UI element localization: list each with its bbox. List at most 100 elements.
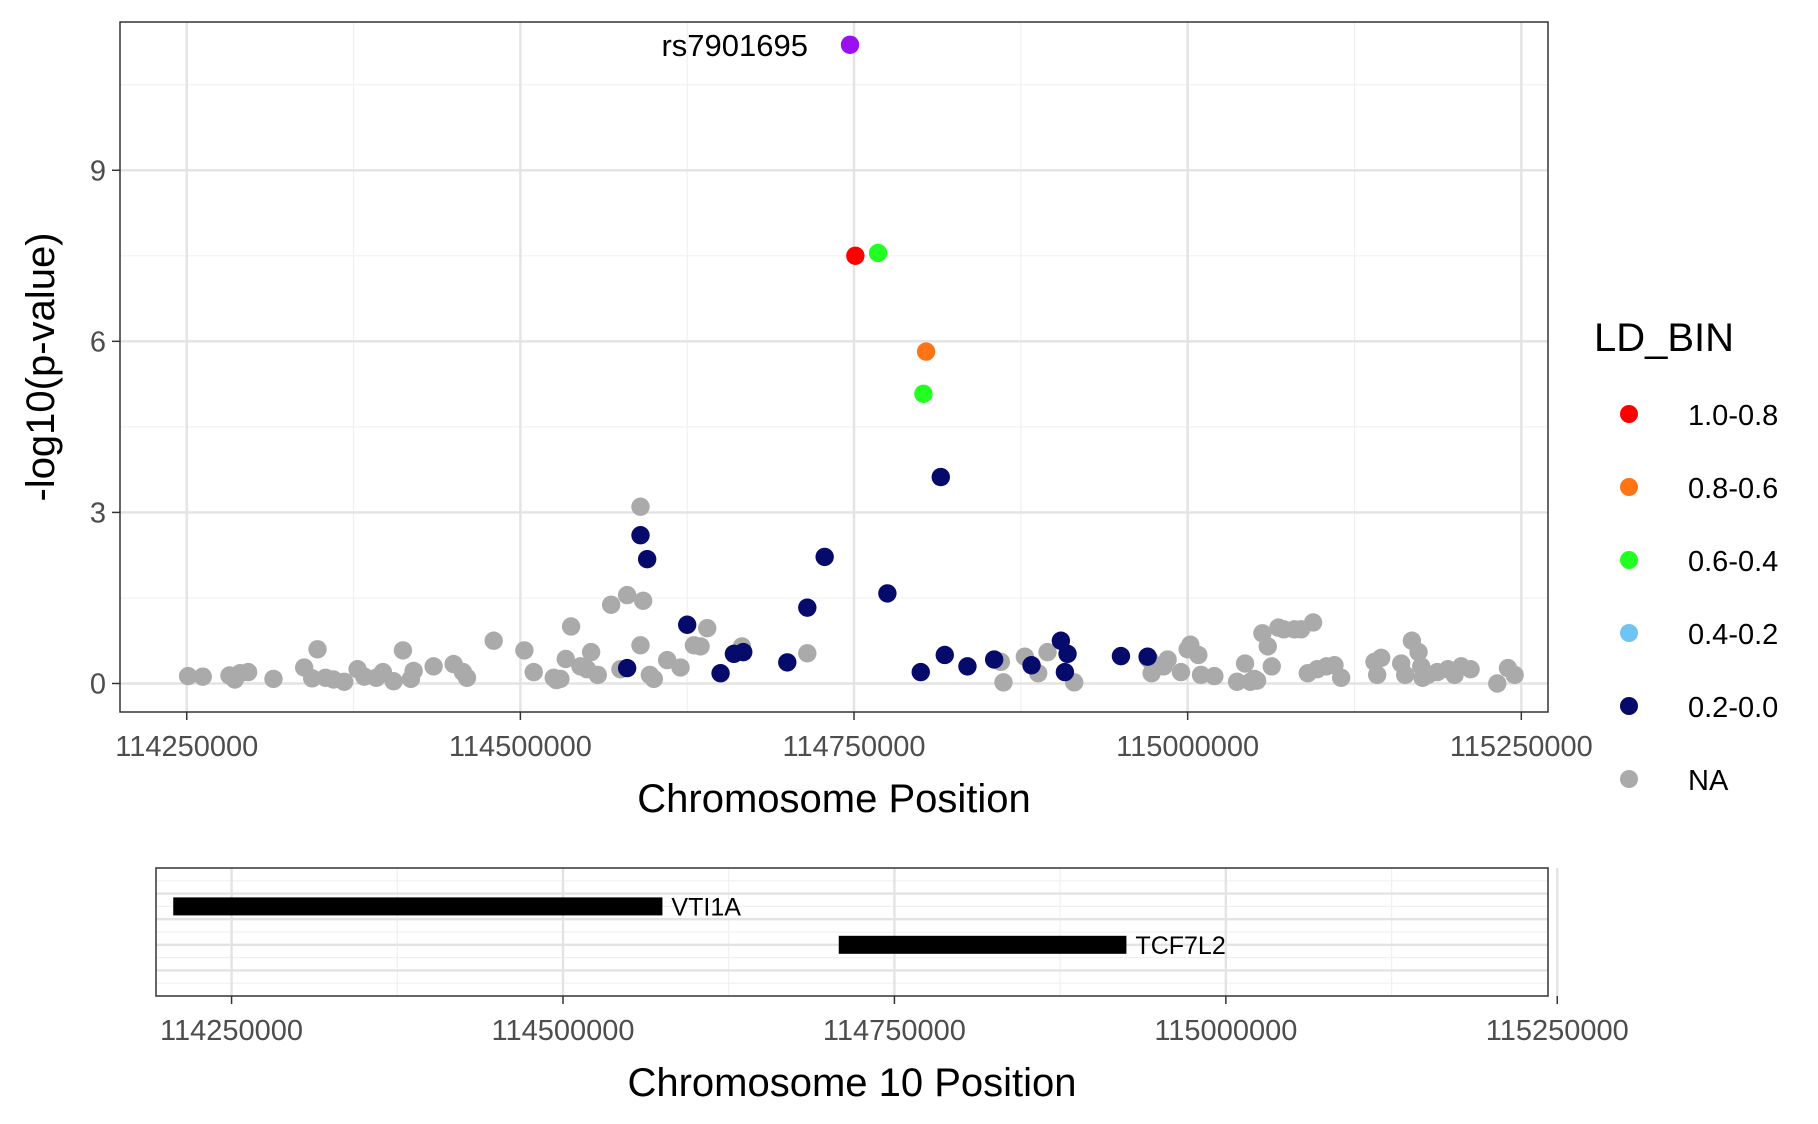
snp-point: [561, 617, 581, 636]
snp-point: [308, 640, 327, 659]
snp-point: [457, 668, 477, 687]
snp-point: [798, 644, 817, 663]
snp-point: [515, 641, 534, 660]
snp-point: [984, 650, 1004, 669]
snp-point: [958, 657, 977, 676]
legend-key: [1620, 478, 1638, 496]
gene-label: TCF7L2: [1135, 932, 1225, 960]
snp-point: [1396, 665, 1415, 685]
snp-point: [677, 615, 697, 634]
snp-point: [556, 649, 575, 669]
legend-label: 0.6-0.4: [1688, 546, 1778, 578]
snp-point: [1205, 666, 1224, 686]
snp-point: [178, 666, 198, 686]
y-tick-label: 6: [90, 326, 106, 358]
snp-point: [193, 667, 212, 686]
snp-point: [1227, 672, 1247, 691]
snp-point: [914, 384, 933, 404]
gene-x-tick-label: 114750000: [823, 1015, 966, 1047]
association-plot: 0 3 6 9 114250000 114500000 114750000 11500000…: [19, 21, 1778, 821]
snp-point: [671, 658, 690, 677]
legend-key: [1620, 770, 1638, 788]
snp-point: [1371, 648, 1391, 668]
snp-point: [1158, 650, 1177, 669]
snp-point: [935, 645, 954, 665]
gene-bars: VTI1A TCF7L2: [173, 893, 1226, 960]
association-panel-border: [119, 21, 1549, 713]
x-tick-label: 114250000: [115, 731, 258, 763]
x-axis-title: Chromosome Position: [637, 777, 1031, 821]
gene-panel-border: [155, 867, 1549, 997]
snp-point: [393, 641, 413, 660]
y-axis: 0 3 6 9: [90, 155, 120, 700]
snp-point: [691, 637, 710, 656]
snp-point: [916, 342, 936, 361]
legend-key: [1620, 697, 1638, 715]
snp-point: [617, 585, 637, 605]
snp-point: [911, 662, 930, 682]
x-tick-label: 115250000: [1450, 731, 1593, 763]
snp-point: [1189, 645, 1208, 665]
gene-x-axis: 114250000 114500000 114750000 115000000 1152…: [160, 996, 1629, 1047]
legend-key: [1620, 624, 1638, 642]
snp-point: [631, 636, 650, 655]
gene-bar: [838, 935, 1127, 954]
gene-x-tick-label: 115250000: [1486, 1015, 1629, 1047]
y-axis-title: -log10(p-value): [19, 232, 63, 501]
snp-point: [1409, 642, 1428, 662]
snp-point: [424, 657, 443, 676]
snp-point: [524, 662, 543, 682]
snp-point: [840, 35, 860, 55]
snp-point: [931, 467, 950, 487]
snp-point: [1258, 637, 1277, 656]
x-tick-label: 115000000: [1116, 731, 1259, 763]
gene-bar: [173, 897, 663, 916]
y-tick-label: 9: [90, 155, 106, 187]
snp-point: [868, 243, 888, 263]
snp-point: [238, 662, 258, 682]
snp-point: [1111, 646, 1131, 666]
legend-key: [1620, 551, 1638, 569]
legend-key: [1620, 405, 1638, 423]
snp-point: [384, 672, 403, 691]
snp-point: [302, 669, 322, 688]
legend-label: 0.8-0.6: [1688, 473, 1778, 505]
snp-point: [1247, 671, 1267, 690]
snp-point: [1461, 660, 1480, 679]
snp-point: [1262, 657, 1281, 676]
snp-point: [264, 669, 283, 689]
snp-point: [588, 665, 607, 685]
snp-point: [798, 598, 817, 617]
snp-point: [631, 497, 650, 516]
snp-point: [484, 631, 503, 650]
snp-point: [633, 591, 653, 611]
legend-label: 1.0-0.8: [1688, 400, 1778, 432]
snp-point: [335, 672, 354, 691]
snp-point: [815, 547, 834, 567]
snp-point: [601, 595, 621, 614]
gene-x-axis-title: Chromosome 10 Position: [627, 1061, 1076, 1105]
legend-label: NA: [1688, 765, 1729, 797]
gene-x-tick-label: 114250000: [160, 1015, 303, 1047]
snp-point: [778, 653, 797, 672]
x-axis: 114250000 114500000 114750000 115000000 1152…: [115, 712, 1593, 763]
snp-point: [1303, 613, 1323, 632]
gene-x-tick-label: 115000000: [1154, 1015, 1297, 1047]
snp-point: [1235, 654, 1255, 673]
y-tick-label: 0: [90, 668, 106, 700]
snp-point: [1058, 644, 1077, 664]
association-points: [178, 35, 1524, 693]
gene-gridlines: [156, 868, 1559, 996]
snp-point: [404, 661, 423, 681]
snp-point: [1331, 668, 1351, 687]
snp-point: [1505, 665, 1524, 685]
snp-point: [1055, 662, 1075, 682]
gene-label: VTI1A: [671, 893, 741, 921]
snp-point: [1138, 647, 1157, 666]
legend-title: LD_BIN: [1594, 316, 1734, 360]
snp-point: [617, 658, 637, 678]
snp-point: [581, 642, 601, 662]
snp-point: [734, 642, 753, 662]
